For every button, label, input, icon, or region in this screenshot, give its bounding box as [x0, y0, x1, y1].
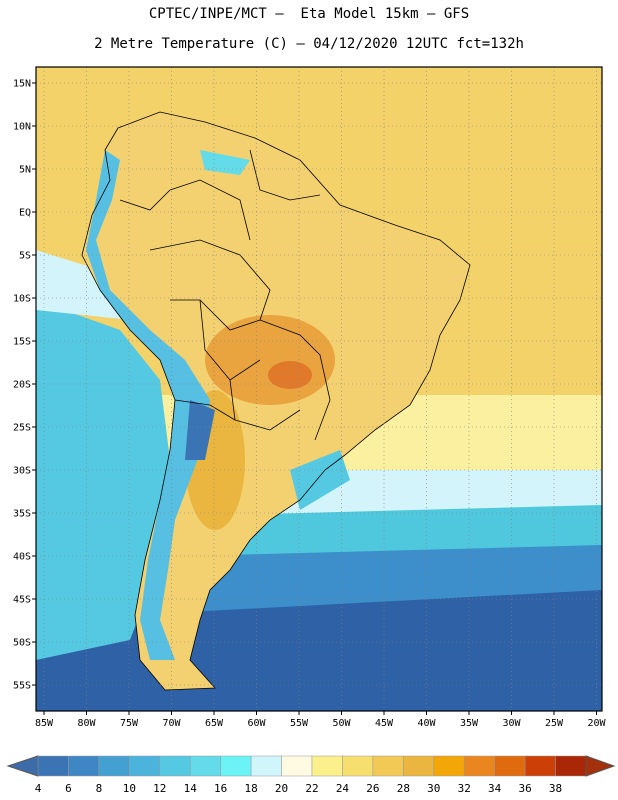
- lon-label: 70W: [162, 718, 181, 729]
- colorbar-label: 4: [35, 782, 42, 795]
- interior-heat: [205, 315, 335, 405]
- colorbar-swatch: [342, 755, 374, 777]
- colorbar-swatch: [129, 755, 161, 777]
- lat-label: 40S: [13, 552, 31, 563]
- colorbar-label: 6: [65, 782, 72, 795]
- colorbar-label: 12: [153, 782, 166, 795]
- lat-label: 15N: [13, 79, 31, 90]
- andes-coldest: [185, 400, 215, 460]
- colorbar-swatch: [403, 755, 435, 777]
- colorbar-label: 26: [366, 782, 379, 795]
- map-title-line-1: CPTEC/INPE/MCT – Eta Model 15km – GFS: [148, 6, 470, 22]
- uruguay-cool: [290, 450, 350, 510]
- colorbar-label: 22: [305, 782, 318, 795]
- pacific-cool-water: [36, 300, 170, 660]
- lon-label: 75W: [120, 718, 139, 729]
- colorbar-label: 8: [96, 782, 103, 795]
- lat-label: 55S: [13, 681, 31, 692]
- colorbar-low-arrow: [6, 755, 39, 777]
- colorbar-swatch: [555, 755, 587, 777]
- lat-label: 5S: [19, 251, 31, 262]
- colorbar-swatch: [37, 755, 69, 777]
- lon-label: 50W: [332, 718, 351, 729]
- lon-label: 85W: [35, 718, 54, 729]
- lon-label: 25W: [545, 718, 564, 729]
- colorbar-swatch: [463, 755, 495, 777]
- colorbar-swatch: [220, 755, 252, 777]
- colorbar-swatch: [281, 755, 313, 777]
- lat-label: EQ: [19, 208, 31, 219]
- colorbar-label: 32: [458, 782, 471, 795]
- map-field: [36, 67, 602, 711]
- colorbar-swatch: [494, 755, 526, 777]
- lon-label: 65W: [205, 718, 224, 729]
- longitude-labels: 85W 80W 75W 70W 65W 60W 55W 50W 45W 40W 35W 30W 25W 2…: [35, 711, 607, 729]
- lat-label: 30S: [13, 466, 31, 477]
- colorbar-label: 28: [397, 782, 410, 795]
- colorbar-swatch: [311, 755, 343, 777]
- lat-label: 10S: [13, 294, 31, 305]
- colorbar-label: 34: [488, 782, 502, 795]
- colorbar-label: 18: [244, 782, 257, 795]
- map-title-line-2: 2 Metre Temperature (C) – 04/12/2020 12U…: [94, 36, 524, 52]
- lat-label: 5N: [19, 165, 31, 176]
- lon-label: 30W: [502, 718, 521, 729]
- lat-label: 25S: [13, 423, 31, 434]
- lat-label: 45S: [13, 595, 31, 606]
- lat-label: 10N: [13, 122, 31, 133]
- lon-label: 20W: [587, 718, 606, 729]
- colorbar-swatch: [98, 755, 130, 777]
- andes-cold: [86, 150, 210, 660]
- colorbar-swatch: [68, 755, 100, 777]
- lon-label: 60W: [247, 718, 266, 729]
- country-borders: [81, 111, 471, 691]
- lat-label: 35S: [13, 509, 31, 520]
- colorbar-label: 30: [427, 782, 440, 795]
- interior-hotspot: [268, 361, 312, 389]
- lat-label: 15S: [13, 337, 31, 348]
- colorbar-swatch: [159, 755, 191, 777]
- colorbar-swatch: [372, 755, 404, 777]
- lon-label: 55W: [290, 718, 309, 729]
- colorbar-swatch: [433, 755, 465, 777]
- lon-label: 80W: [77, 718, 96, 729]
- colorbar-label: 38: [549, 782, 562, 795]
- colorbar-label: 14: [184, 782, 198, 795]
- colorbar-label: 16: [214, 782, 227, 795]
- colorbar-label: 36: [518, 782, 531, 795]
- lat-label: 20S: [13, 380, 31, 391]
- colorbar-swatch: [250, 755, 282, 777]
- colorbar-swatch: [524, 755, 556, 777]
- lon-label: 35W: [460, 718, 479, 729]
- colorbar: 4 6 8 10 12 14 16 18 20 22 24 26 28 30 32 34 36 38: [6, 755, 616, 795]
- lon-label: 45W: [375, 718, 394, 729]
- graticule: [36, 67, 602, 711]
- colorbar-label: 20: [275, 782, 288, 795]
- lon-label: 40W: [417, 718, 436, 729]
- colorbar-label: 10: [123, 782, 136, 795]
- colorbar-swatch: [189, 755, 221, 777]
- map-frame: [35, 66, 603, 712]
- pacific-transition: [36, 250, 130, 320]
- colorbar-label: 24: [336, 782, 350, 795]
- colorbar-high-arrow: [585, 755, 616, 777]
- lat-label: 50S: [13, 638, 31, 649]
- latitude-labels: 15N 10N 5N EQ 5S 10S 15S 20S 25S 30S 35S 40S 45S 50S 5…: [13, 79, 36, 692]
